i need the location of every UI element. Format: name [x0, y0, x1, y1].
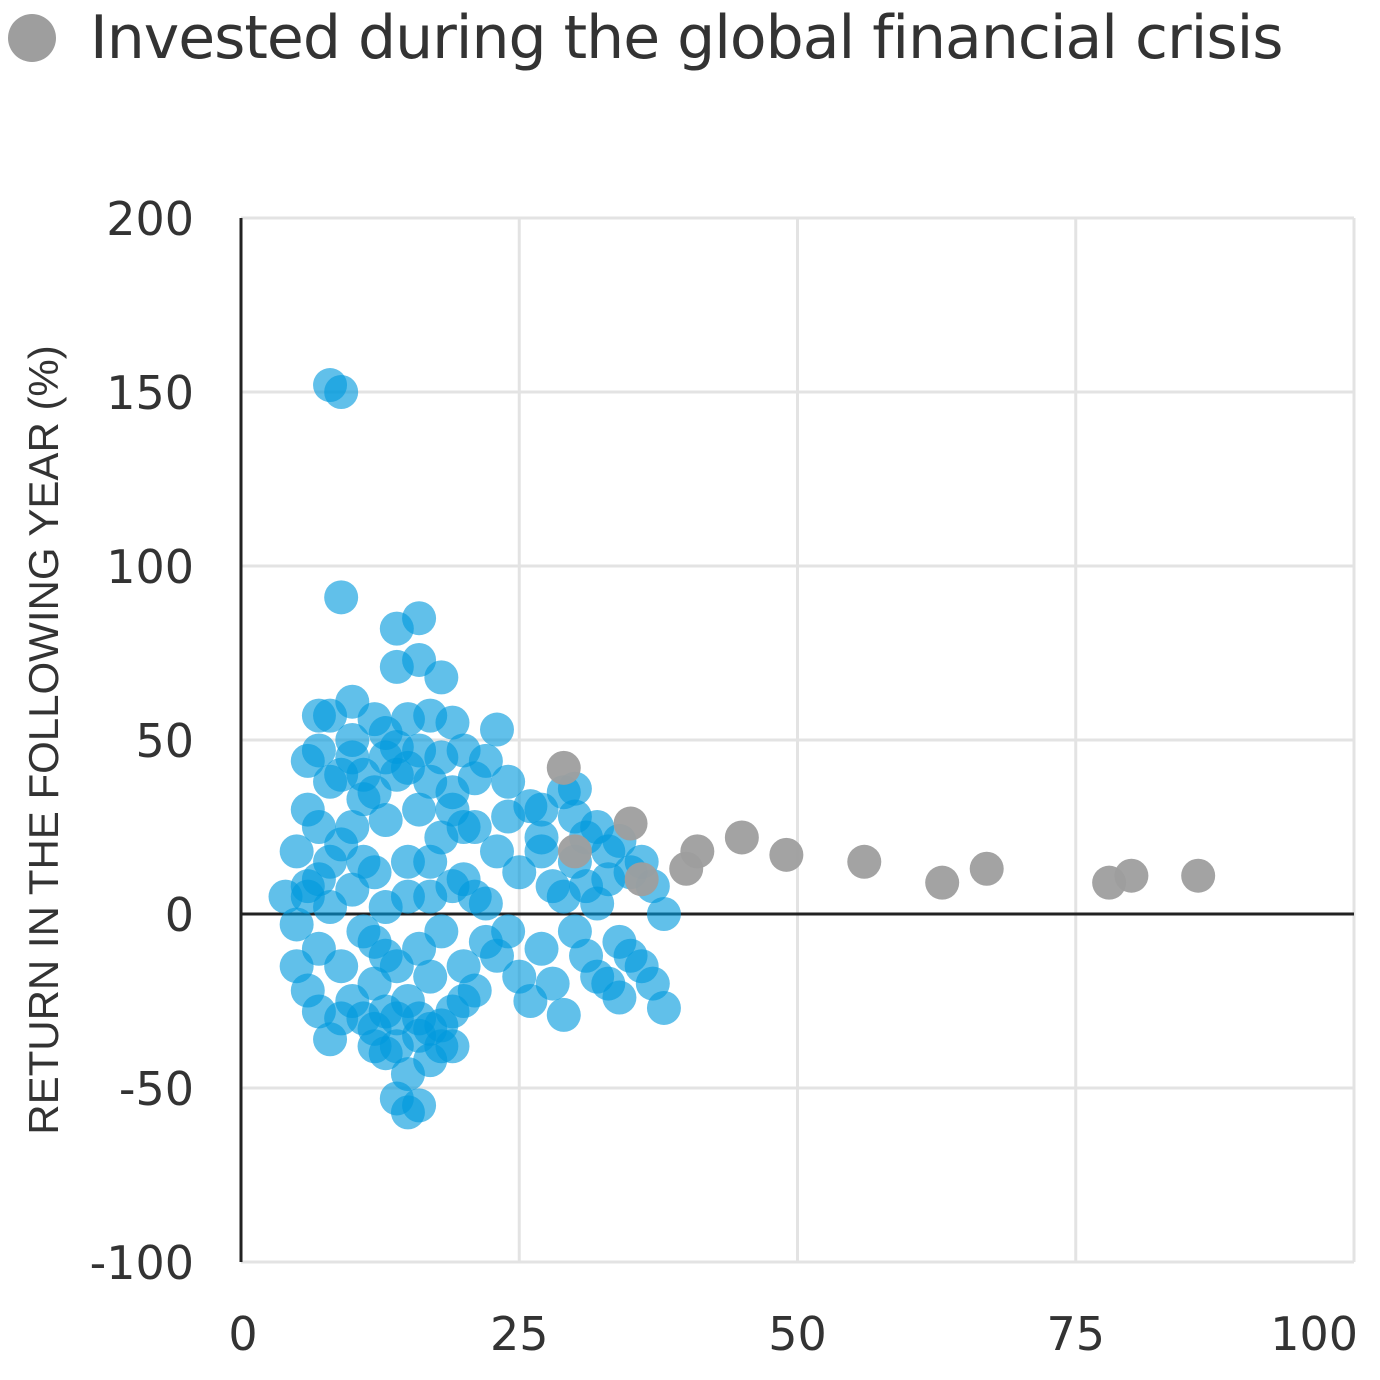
tick-labels: 200 150 100 50 0 -50 -100 0 25 50 75 100 [90, 192, 1358, 1361]
data-point [680, 834, 715, 869]
data-point [290, 879, 325, 914]
data-points [268, 368, 1216, 1130]
data-point [591, 862, 626, 897]
data-point [413, 959, 448, 994]
legend-label: Invested during the global financial cri… [90, 3, 1284, 73]
data-point [424, 914, 459, 949]
data-point [524, 931, 559, 966]
data-point [502, 855, 537, 890]
y-tick-label: -100 [90, 1236, 194, 1290]
data-point [613, 806, 648, 841]
data-point [402, 601, 437, 636]
data-point [646, 897, 681, 931]
data-point [546, 750, 581, 785]
data-point [479, 712, 514, 747]
data-point [446, 984, 481, 1018]
data-point [335, 872, 370, 907]
data-point [324, 580, 359, 615]
series-financial-crisis [546, 750, 1216, 900]
y-tick-label: 0 [165, 888, 194, 942]
x-tick-label: 75 [1046, 1307, 1105, 1361]
data-point [546, 997, 581, 1032]
data-point [1114, 858, 1149, 893]
data-point [491, 914, 526, 949]
axes [239, 218, 1354, 1262]
data-point [324, 949, 359, 984]
data-point [357, 775, 392, 810]
y-tick-label: 50 [135, 714, 194, 768]
x-tick-label: 0 [228, 1307, 257, 1361]
data-point [557, 834, 592, 869]
series-main [268, 368, 681, 1130]
data-point [724, 820, 759, 855]
data-point [413, 698, 448, 733]
gridlines [241, 216, 1356, 1264]
data-point [279, 907, 314, 942]
data-point [925, 865, 960, 900]
data-point [413, 1011, 448, 1046]
data-point [1181, 858, 1216, 893]
data-point [602, 980, 637, 1015]
x-tick-label: 25 [490, 1307, 549, 1361]
data-point [535, 966, 570, 1001]
data-point [446, 810, 481, 844]
data-point [390, 879, 425, 914]
data-point [301, 698, 336, 733]
data-point [413, 844, 448, 879]
legend: Invested during the global financial cri… [0, 0, 1380, 80]
data-point [368, 994, 403, 1029]
data-point [324, 757, 359, 792]
data-point [324, 375, 359, 409]
y-axis-title: RETURN IN THE FOLLOWING YEAR (%) [20, 345, 67, 1135]
y-tick-label: 100 [106, 540, 194, 594]
data-point [769, 837, 804, 872]
data-point [491, 764, 526, 799]
data-point [646, 990, 681, 1025]
data-point [368, 803, 403, 838]
legend-marker-icon [8, 14, 56, 62]
data-point [357, 1029, 392, 1064]
data-point [457, 879, 492, 914]
x-tick-label: 100 [1270, 1307, 1358, 1361]
data-point [424, 660, 459, 695]
data-point [402, 792, 437, 827]
data-point [402, 1088, 437, 1123]
data-point [357, 924, 392, 959]
data-point [279, 834, 314, 869]
data-point [847, 844, 882, 879]
data-point [346, 844, 381, 879]
data-point [479, 834, 514, 869]
data-point [390, 1057, 425, 1092]
data-point [335, 810, 370, 844]
data-point [524, 834, 559, 869]
y-tick-label: -50 [119, 1062, 194, 1116]
data-point [624, 862, 659, 897]
y-tick-label: 150 [106, 366, 194, 420]
data-point [301, 733, 336, 768]
data-point [424, 740, 459, 775]
x-tick-label: 50 [768, 1307, 827, 1361]
y-tick-label: 200 [106, 192, 194, 246]
data-point [969, 851, 1004, 886]
